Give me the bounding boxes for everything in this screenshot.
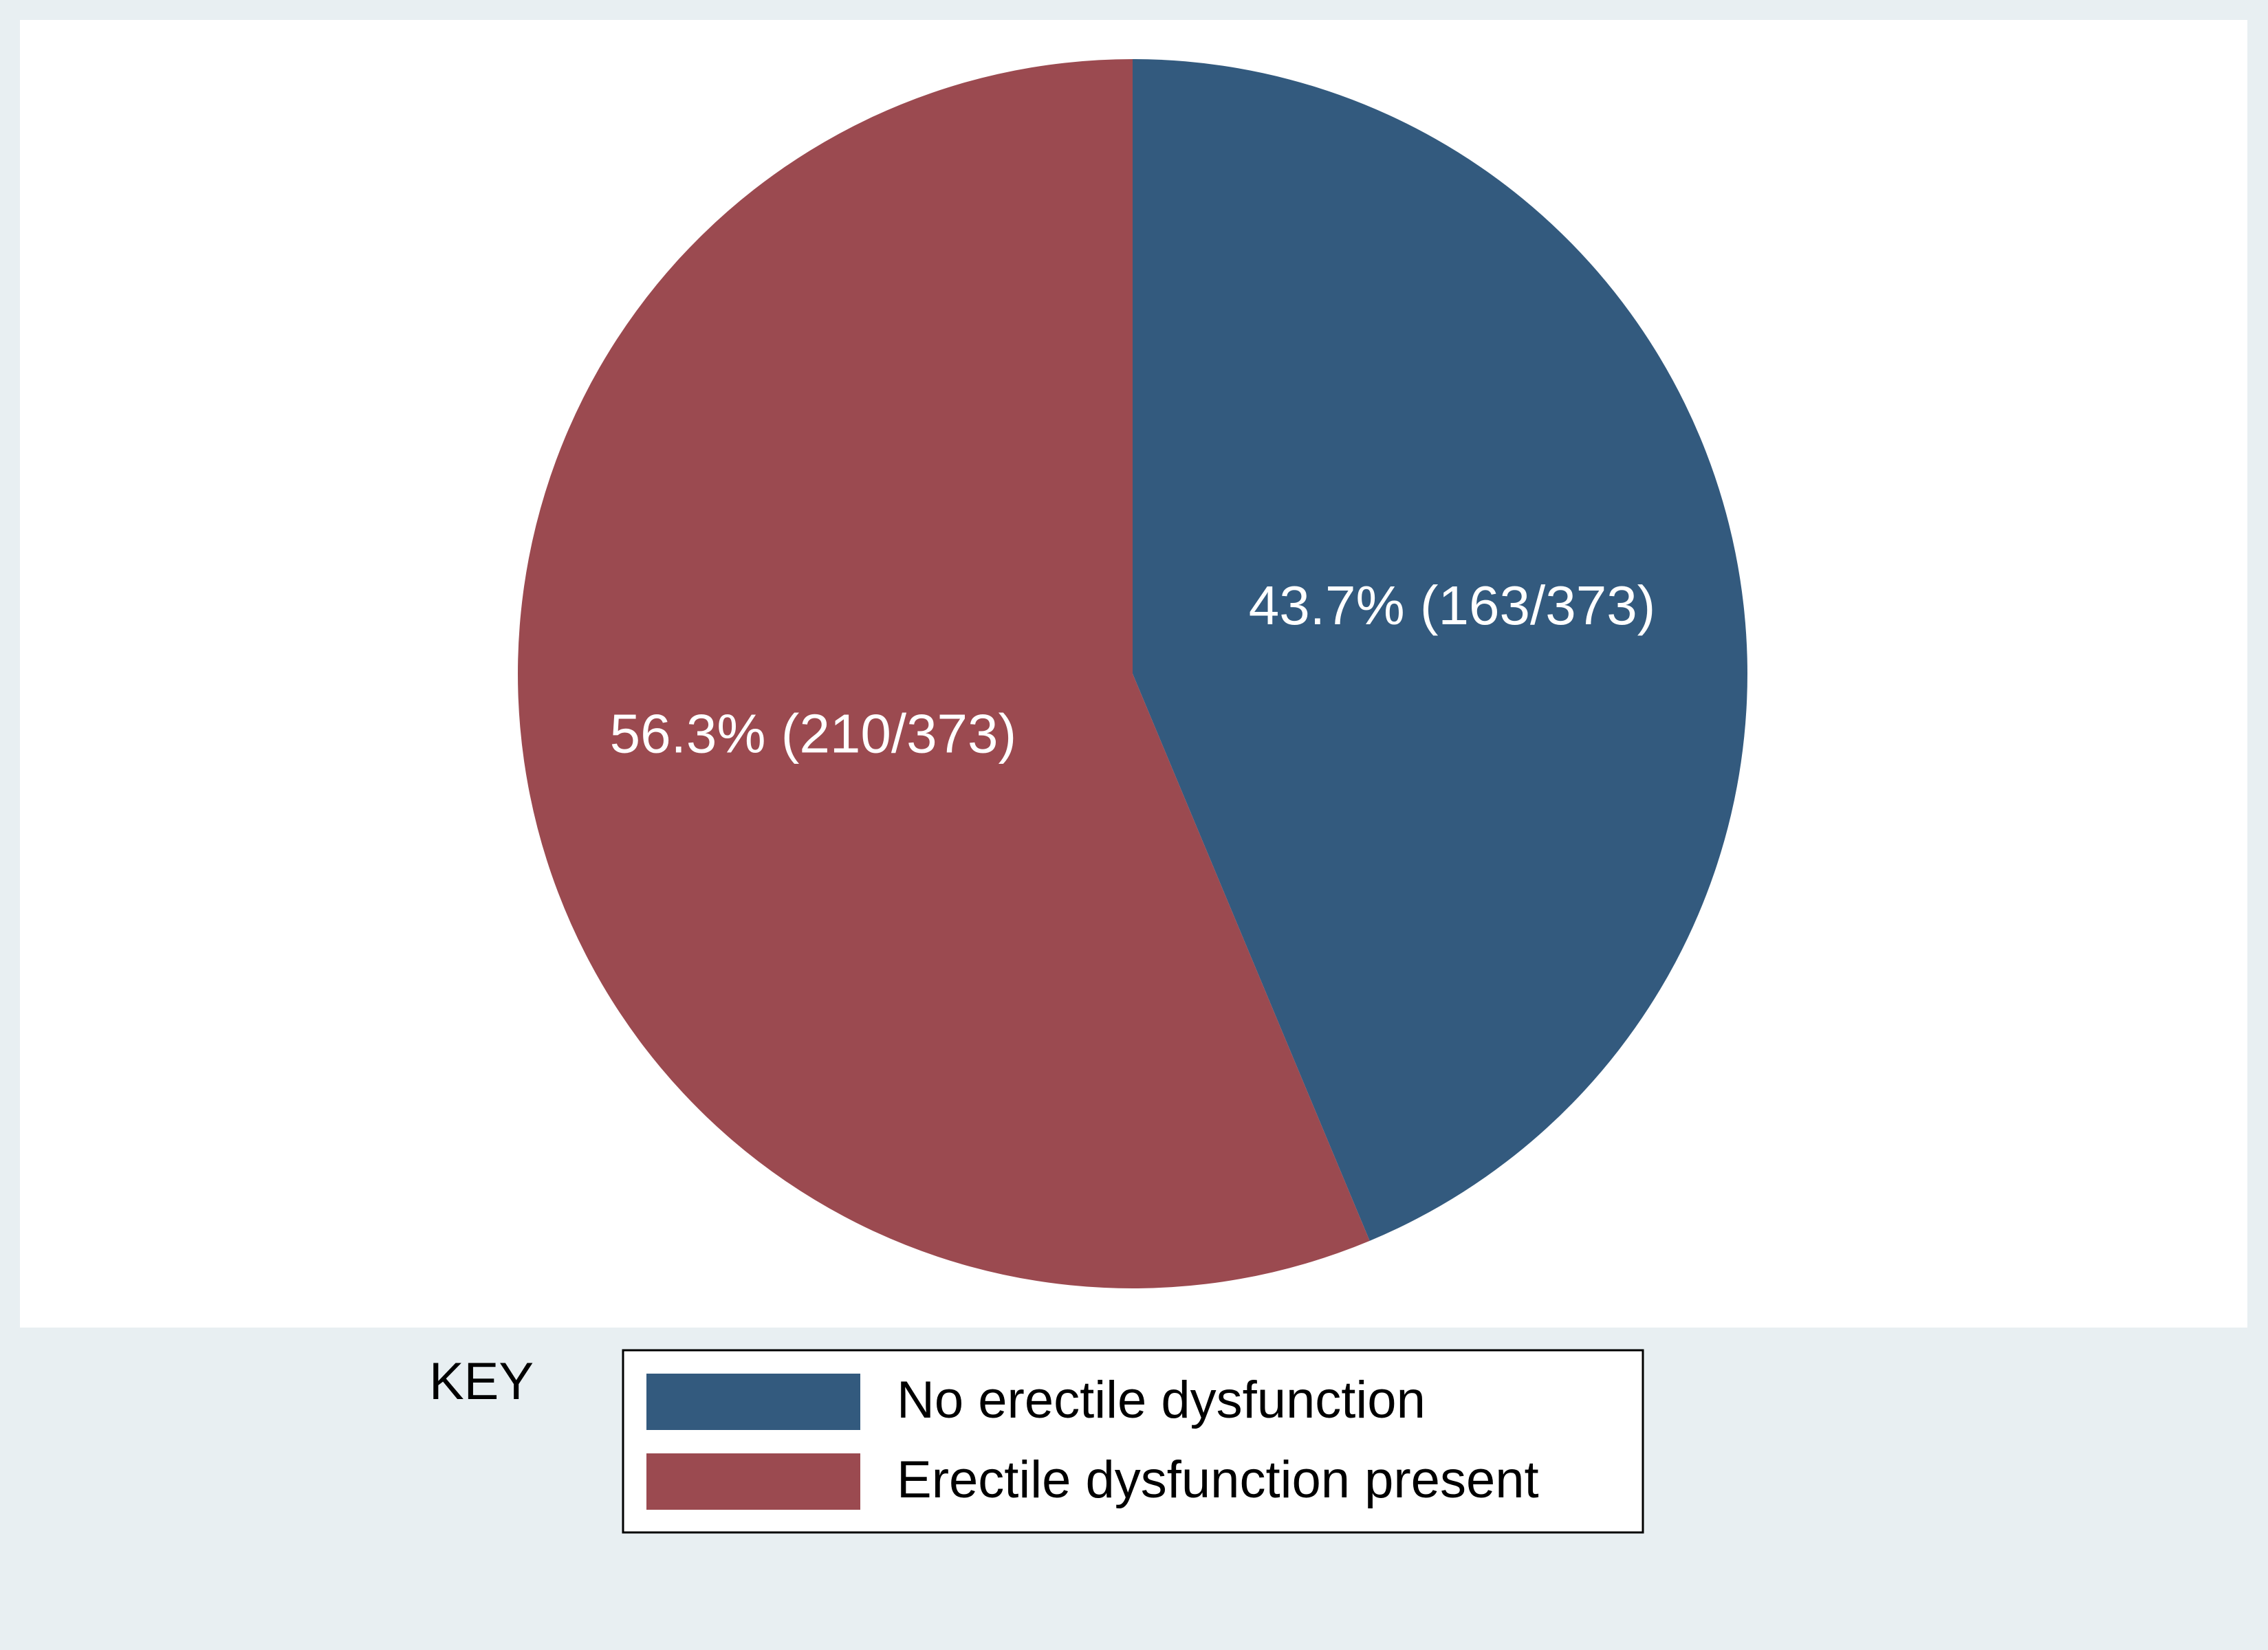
legend-label: No erectile dysfunction bbox=[897, 1371, 1426, 1429]
slice-label: 56.3% (210/373) bbox=[610, 703, 1017, 764]
legend-title: KEY bbox=[429, 1352, 534, 1411]
legend-swatch bbox=[646, 1453, 860, 1510]
pie-slice bbox=[518, 59, 1370, 1288]
legend-label: Erectile dysfunction present bbox=[897, 1451, 1539, 1509]
pie-slice bbox=[1133, 59, 1747, 1241]
slice-label: 43.7% (163/373) bbox=[1249, 575, 1656, 636]
legend-swatch bbox=[646, 1374, 860, 1430]
